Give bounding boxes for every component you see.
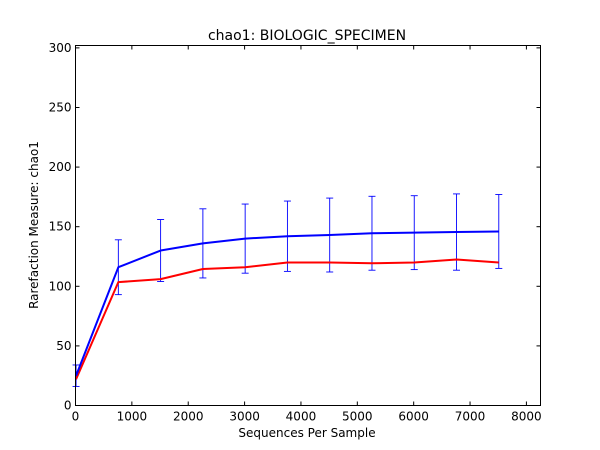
y-axis-label: Rarefaction Measure: chao1	[27, 141, 41, 309]
chart-title: chao1: BIOLOGIC_SPECIMEN	[208, 28, 406, 44]
x-tick-label: 1000	[117, 410, 148, 424]
plot-frame	[75, 45, 541, 406]
x-tick-label: 0	[72, 410, 80, 424]
y-tick-label: 0	[64, 399, 72, 413]
x-tick-label: 8000	[511, 410, 542, 424]
x-tick-label: 3000	[229, 410, 260, 424]
y-tick-label: 200	[49, 160, 72, 174]
plot-marks	[72, 193, 503, 387]
x-tick-label: 6000	[398, 410, 429, 424]
x-tick-label: 5000	[342, 410, 373, 424]
series-line-1	[75, 258, 499, 380]
y-tick-label: 100	[49, 279, 72, 293]
y-tick-label: 50	[56, 339, 71, 353]
error-bar	[495, 194, 503, 269]
axis-ticks: 0 1000 2000 3000 4000 5000 6000 7000 8000 0 50 100 1…	[49, 41, 542, 424]
x-tick-label: 4000	[286, 410, 317, 424]
y-tick-label: 150	[49, 220, 72, 234]
x-tick-label: 7000	[455, 410, 486, 424]
y-tick-label: 250	[49, 100, 72, 114]
x-tick-label: 2000	[173, 410, 204, 424]
x-axis-label: Sequences Per Sample	[238, 426, 375, 440]
series-line-0	[75, 230, 499, 377]
y-tick-label: 300	[49, 41, 72, 55]
